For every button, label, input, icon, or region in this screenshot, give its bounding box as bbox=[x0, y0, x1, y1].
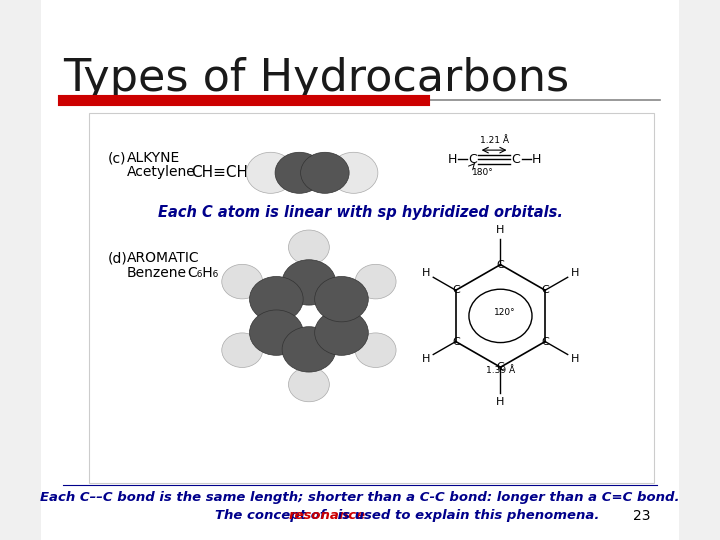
Text: Each C––C bond is the same length; shorter than a C-C bond: longer than a C=C bo: Each C––C bond is the same length; short… bbox=[40, 491, 680, 504]
Text: H: H bbox=[571, 354, 580, 364]
Circle shape bbox=[250, 276, 303, 322]
Text: Types of Hydrocarbons: Types of Hydrocarbons bbox=[63, 57, 570, 100]
Circle shape bbox=[246, 152, 295, 193]
Circle shape bbox=[315, 276, 369, 322]
Text: H: H bbox=[496, 397, 505, 407]
Text: C: C bbox=[541, 285, 549, 295]
Circle shape bbox=[282, 260, 336, 305]
Circle shape bbox=[329, 152, 378, 193]
Text: H: H bbox=[571, 268, 580, 278]
Circle shape bbox=[355, 265, 396, 299]
Circle shape bbox=[222, 264, 263, 299]
Circle shape bbox=[275, 152, 323, 193]
Text: CH≡CH: CH≡CH bbox=[191, 165, 248, 180]
Text: 180°: 180° bbox=[472, 168, 494, 177]
Circle shape bbox=[289, 230, 329, 265]
Text: is used to explain this phenomena.: is used to explain this phenomena. bbox=[333, 509, 599, 522]
Text: C: C bbox=[511, 153, 520, 166]
Text: C: C bbox=[452, 336, 459, 347]
Circle shape bbox=[222, 333, 263, 367]
Circle shape bbox=[315, 310, 369, 355]
Text: Acetylene: Acetylene bbox=[127, 165, 196, 179]
Text: Benzene: Benzene bbox=[127, 266, 187, 280]
Text: C: C bbox=[468, 153, 477, 166]
Text: C₆H₆: C₆H₆ bbox=[188, 266, 219, 280]
Text: ALKYNE: ALKYNE bbox=[127, 151, 180, 165]
Circle shape bbox=[250, 310, 303, 355]
FancyBboxPatch shape bbox=[89, 113, 654, 483]
Text: 120°: 120° bbox=[493, 308, 515, 317]
Text: C: C bbox=[497, 362, 504, 372]
FancyBboxPatch shape bbox=[41, 0, 679, 540]
Circle shape bbox=[282, 327, 336, 372]
Circle shape bbox=[301, 152, 349, 193]
Text: H: H bbox=[448, 153, 457, 166]
Text: AROMATIC: AROMATIC bbox=[127, 251, 199, 265]
Text: C: C bbox=[541, 336, 549, 347]
Text: C: C bbox=[452, 285, 459, 295]
Text: H: H bbox=[531, 153, 541, 166]
Text: H: H bbox=[496, 225, 505, 235]
Text: 23: 23 bbox=[633, 509, 650, 523]
Text: 1.39 Å: 1.39 Å bbox=[486, 366, 515, 375]
Circle shape bbox=[355, 333, 396, 368]
Text: (c): (c) bbox=[108, 151, 126, 165]
Text: Each C atom is linear with sp hybridized orbitals.: Each C atom is linear with sp hybridized… bbox=[158, 205, 562, 220]
Text: resonance: resonance bbox=[289, 509, 366, 522]
Text: H: H bbox=[421, 354, 430, 364]
Text: C: C bbox=[497, 260, 504, 269]
Circle shape bbox=[289, 367, 329, 402]
Text: 1.21 Å: 1.21 Å bbox=[480, 136, 508, 145]
Text: H: H bbox=[421, 268, 430, 278]
Text: The concept of: The concept of bbox=[215, 509, 330, 522]
Text: (d): (d) bbox=[108, 251, 127, 265]
